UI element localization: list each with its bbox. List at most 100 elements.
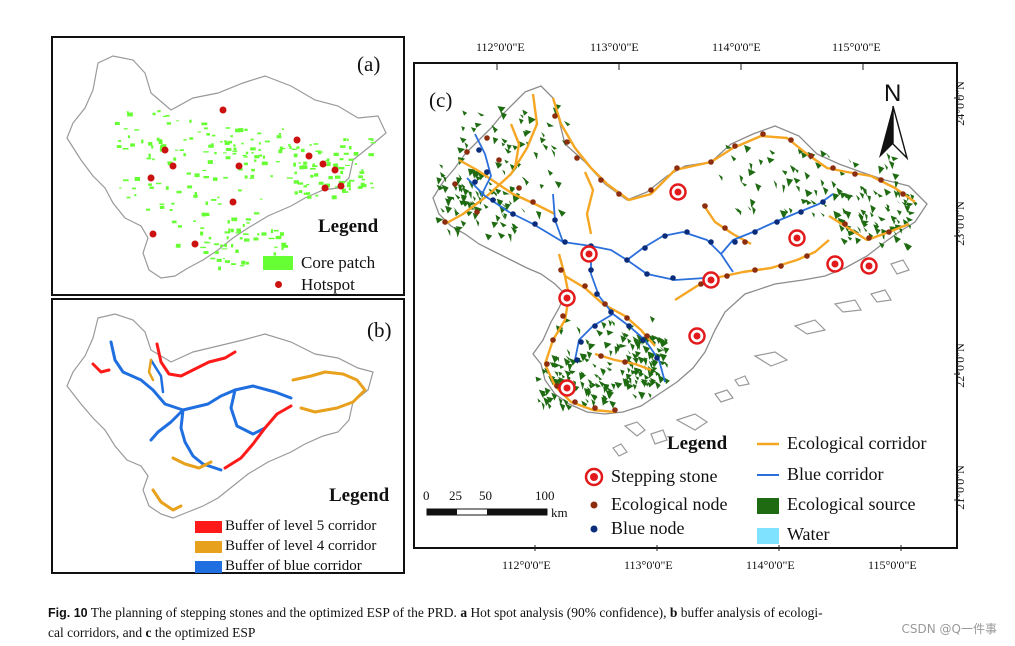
ecological-source-patch xyxy=(755,183,762,191)
core-patch xyxy=(161,144,167,148)
ecological-source-patch xyxy=(838,224,845,232)
core-patch xyxy=(183,153,186,157)
core-patch xyxy=(175,245,180,248)
ecological-source-patch xyxy=(905,242,912,251)
ecological-source-patch xyxy=(867,195,872,203)
ecological-source-patch xyxy=(565,372,572,377)
core-patch xyxy=(273,229,279,232)
core-patch xyxy=(276,135,282,139)
ecological-source-patch xyxy=(558,397,563,406)
ecological-source-patch xyxy=(456,177,463,186)
core-patch xyxy=(187,185,193,189)
core-patch xyxy=(127,135,131,139)
ecological-source-patch xyxy=(549,361,558,368)
ecological-source-patch xyxy=(491,221,499,229)
ecological-source-patch xyxy=(528,115,536,125)
ecological-source-patch xyxy=(789,164,796,173)
core-patch xyxy=(223,152,227,154)
core-patch xyxy=(338,180,345,184)
core-patch xyxy=(226,236,229,240)
ecological-source-patch xyxy=(539,137,546,144)
prd-region-outline xyxy=(432,85,928,415)
ecological-source-patch xyxy=(620,335,627,344)
ecological-node xyxy=(778,263,784,269)
ecological-source-patch xyxy=(811,212,815,218)
blue-node xyxy=(626,323,632,329)
ecological-source-patch xyxy=(820,212,825,217)
ecological-source-patch xyxy=(749,198,756,208)
ecological-source-patch xyxy=(495,161,502,169)
core-patch xyxy=(134,194,137,197)
ecological-source-patch xyxy=(637,371,645,378)
ecological-source-patch xyxy=(878,242,885,249)
ecological-source-patch xyxy=(820,149,827,158)
core-patch xyxy=(338,166,345,170)
ecological-source-patch xyxy=(635,376,640,381)
core-patch xyxy=(145,208,151,211)
ecological-source-patch xyxy=(606,329,614,336)
ecological-source-patch xyxy=(606,361,613,366)
core-patch xyxy=(281,242,287,247)
ecological-source-patch xyxy=(492,191,497,197)
core-patch xyxy=(315,150,319,153)
ecological-source-patch xyxy=(606,385,610,395)
ecological-source-patch xyxy=(663,361,668,369)
core-patch xyxy=(347,181,351,185)
core-patch xyxy=(370,187,374,189)
stepping-stone-core xyxy=(674,188,682,196)
ecological-source-patch xyxy=(725,144,733,149)
ecological-source-patch xyxy=(524,178,529,186)
core-patch xyxy=(253,212,260,215)
ecological-source-patch xyxy=(758,159,764,166)
ecological-source-patch xyxy=(535,376,542,382)
ecological-source-patch xyxy=(461,126,466,132)
ecological-source-patch xyxy=(788,207,793,214)
ecological-source-patch xyxy=(558,376,565,385)
core-patch xyxy=(245,261,249,265)
ecological-source-patch xyxy=(638,391,646,400)
legend-blue-node: Blue node xyxy=(611,518,685,538)
ecological-source-patch xyxy=(766,157,775,164)
ecological-source-patch xyxy=(873,190,878,196)
bottom-coord-1: 112°0'0"E xyxy=(502,558,551,572)
core-patch xyxy=(224,260,231,263)
bottom-coord-2: 113°0'0"E xyxy=(624,558,673,572)
legend-blue-corridor: Blue corridor xyxy=(787,464,884,484)
core-patch xyxy=(203,151,209,153)
ecological-source-patch xyxy=(844,210,852,220)
level5-corridor-buffer xyxy=(223,404,293,470)
core-patch xyxy=(318,181,324,185)
ecological-source-patch xyxy=(832,193,840,202)
core-patch xyxy=(222,258,226,260)
core-patch xyxy=(339,158,344,161)
caption-text-2: Hot spot analysis (90% confidence), xyxy=(467,605,670,620)
core-patch xyxy=(253,237,259,241)
hotspot-swatch xyxy=(275,281,282,288)
core-patch xyxy=(242,154,247,157)
core-patch xyxy=(334,186,340,188)
ecological-source-patch xyxy=(589,381,598,387)
ecological-node xyxy=(698,281,704,287)
ecological-source-patch xyxy=(859,185,864,191)
ecological-source-patch xyxy=(446,228,451,237)
stepping-stone-core xyxy=(693,332,701,340)
ecological-node xyxy=(558,267,564,273)
core-patch xyxy=(218,266,222,271)
core-patch xyxy=(197,131,202,133)
core-patch xyxy=(301,148,305,153)
hotspots xyxy=(147,106,345,248)
blue-node xyxy=(574,357,580,363)
panel-a-legend-title: Legend xyxy=(318,216,379,237)
ecological-source-patch xyxy=(734,207,740,213)
ecological-node xyxy=(582,283,588,289)
core-patch xyxy=(313,143,319,145)
core-patch xyxy=(324,183,331,188)
ecological-source-patch xyxy=(647,370,654,379)
ecological-source-patch xyxy=(500,202,507,207)
ecological-node xyxy=(598,353,604,359)
core-patch xyxy=(315,194,319,197)
core-patch xyxy=(368,153,374,157)
caption-b: b xyxy=(669,605,678,620)
ecological-source-patch xyxy=(454,209,460,217)
core-patch xyxy=(223,176,228,179)
